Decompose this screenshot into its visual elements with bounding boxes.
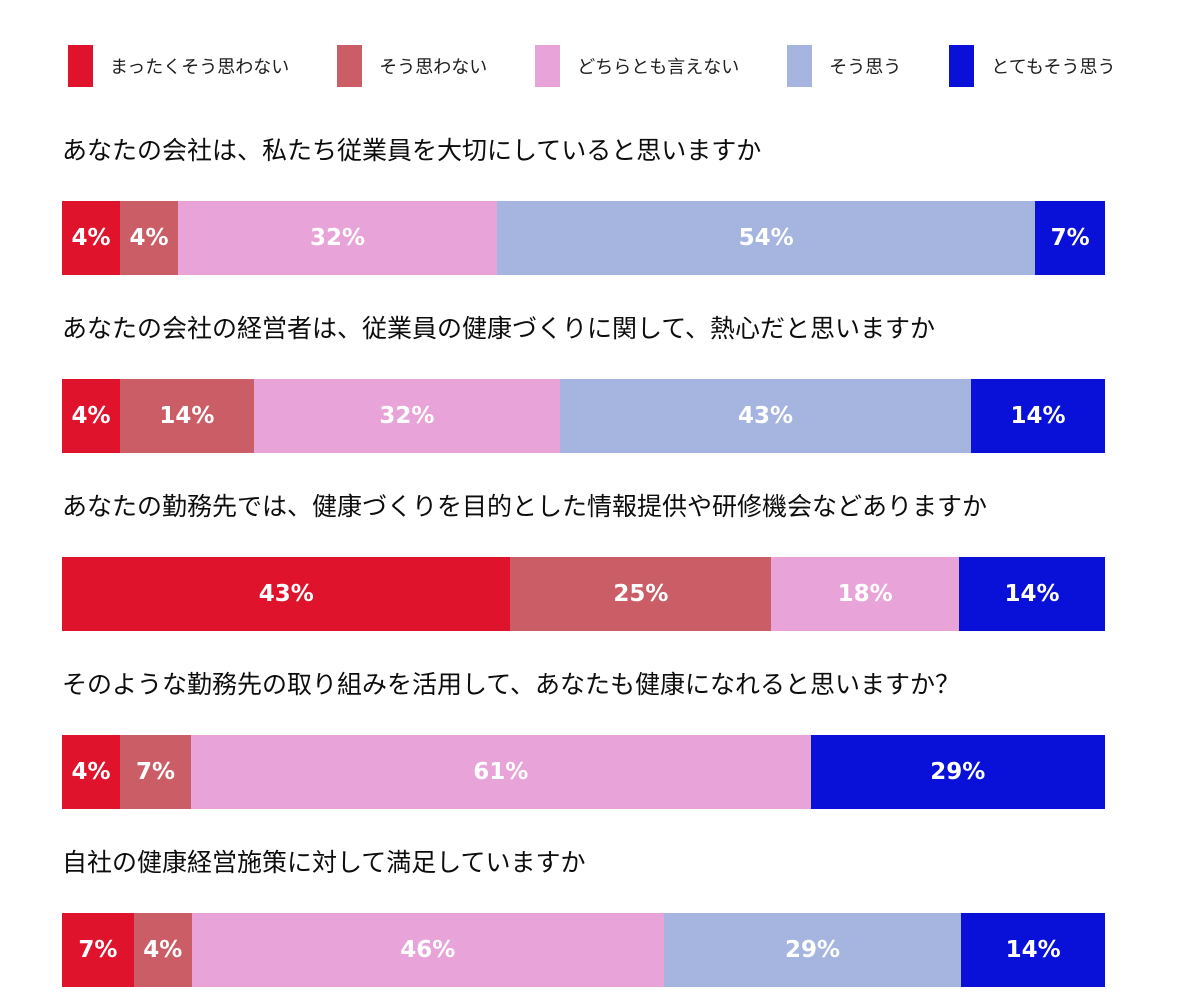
legend-swatch-icon: [535, 45, 561, 87]
question-section: あなたの勤務先では、健康づくりを目的とした情報提供や研修機会などありますか 43%…: [62, 489, 1105, 631]
segment-value-label: 25%: [613, 581, 669, 607]
segment-value-label: 14%: [159, 403, 215, 429]
bar-segment: 43%: [62, 557, 511, 631]
segment-value-label: 4%: [129, 225, 169, 251]
segment-value-label: 46%: [400, 937, 456, 963]
bar-segment: 29%: [810, 735, 1105, 809]
bar-segment: 61%: [191, 735, 811, 809]
bar-segment: 29%: [663, 913, 962, 987]
bar-segment: 4%: [120, 201, 178, 275]
stacked-bar: 4% 14% 32% 43% 14%: [62, 379, 1106, 453]
bar-segment: 14%: [961, 913, 1105, 987]
chart-legend: まったくそう思わない そう思わない どちらとも言えない そう思う とてもそう思う: [68, 45, 1115, 87]
bar-segment: 7%: [1035, 201, 1106, 275]
segment-value-label: 61%: [473, 759, 529, 785]
bar-segment: 25%: [510, 557, 772, 631]
question-title: あなたの会社は、私たち従業員を大切にしていると思いますか: [62, 136, 762, 165]
question-section: あなたの会社の経営者は、従業員の健康づくりに関して、熱心だと思いますか 4% 14%…: [62, 311, 1106, 453]
segment-value-label: 43%: [258, 581, 314, 607]
question-section: 自社の健康経営施策に対して満足していますか 7% 4% 46% 29% 14%: [62, 845, 1105, 987]
bar-segment: 54%: [496, 201, 1036, 275]
legend-swatch-icon: [337, 45, 363, 87]
segment-value-label: 29%: [930, 759, 986, 785]
segment-value-label: 7%: [136, 759, 176, 785]
segment-value-label: 14%: [1005, 937, 1061, 963]
question-title: そのような勤務先の取り組みを活用して、あなたも健康になれると思いますか？: [62, 670, 961, 699]
segment-value-label: 32%: [379, 403, 435, 429]
segment-value-label: 32%: [309, 225, 366, 251]
survey-questions: あなたの会社は、私たち従業員を大切にしていると思いますか 4% 4% 32% 54% 7%…: [62, 133, 1106, 987]
bar-segment: 14%: [958, 557, 1105, 631]
bar-segment: 4%: [133, 913, 192, 987]
legend-label: そう思わない: [379, 57, 488, 78]
question-title: あなたの会社の経営者は、従業員の健康づくりに関して、熱心だと思いますか: [62, 314, 936, 343]
bar-segment: 14%: [120, 379, 254, 453]
legend-label: どちらとも言えない: [577, 57, 740, 78]
legend-item: どちらとも言えない: [535, 45, 739, 87]
legend-label: まったくそう思わない: [110, 57, 290, 78]
legend-label: そう思う: [829, 57, 902, 78]
legend-item: まったくそう思わない: [68, 45, 289, 87]
stacked-bar: 7% 4% 46% 29% 14%: [62, 913, 1105, 987]
question-title: 自社の健康経営施策に対して満足していますか: [62, 848, 586, 877]
bar-segment: 7%: [62, 913, 134, 987]
segment-value-label: 4%: [71, 403, 111, 429]
segment-value-label: 4%: [143, 937, 183, 963]
bar-segment: 4%: [62, 735, 120, 809]
bar-segment: 4%: [62, 201, 120, 275]
bar-segment: 46%: [191, 913, 664, 987]
segment-value-label: 4%: [71, 759, 111, 785]
bar-segment: 4%: [62, 379, 120, 453]
segment-value-label: 14%: [1010, 403, 1066, 429]
bar-segment: 18%: [771, 557, 959, 631]
legend-item: そう思う: [787, 45, 901, 87]
legend-label: とてもそう思う: [991, 57, 1116, 78]
stacked-bar: 4% 4% 32% 54% 7%: [62, 201, 1106, 275]
segment-value-label: 7%: [1050, 225, 1090, 251]
segment-value-label: 7%: [78, 937, 118, 963]
stacked-bar: 4% 7% 61% 29%: [62, 735, 1105, 809]
segment-value-label: 29%: [785, 937, 841, 963]
legend-swatch-icon: [949, 45, 975, 87]
segment-value-label: 14%: [1004, 581, 1060, 607]
legend-item: そう思わない: [337, 45, 487, 87]
segment-value-label: 18%: [837, 581, 893, 607]
legend-swatch-icon: [787, 45, 813, 87]
legend-swatch-icon: [68, 45, 93, 87]
question-section: そのような勤務先の取り組みを活用して、あなたも健康になれると思いますか？ 4% 7%…: [62, 667, 1105, 809]
bar-segment: 43%: [559, 379, 972, 453]
segment-value-label: 43%: [737, 403, 794, 429]
segment-value-label: 4%: [71, 225, 111, 251]
bar-segment: 14%: [971, 379, 1106, 453]
bar-segment: 32%: [178, 201, 497, 275]
legend-item: とてもそう思う: [949, 45, 1115, 87]
stacked-bar: 43% 25% 18% 14%: [62, 557, 1105, 631]
bar-segment: 7%: [120, 735, 192, 809]
bar-segment: 32%: [253, 379, 560, 453]
segment-value-label: 54%: [738, 225, 794, 251]
question-title: あなたの勤務先では、健康づくりを目的とした情報提供や研修機会などありますか: [62, 492, 988, 521]
question-section: あなたの会社は、私たち従業員を大切にしていると思いますか 4% 4% 32% 54% 7%: [62, 133, 1106, 275]
